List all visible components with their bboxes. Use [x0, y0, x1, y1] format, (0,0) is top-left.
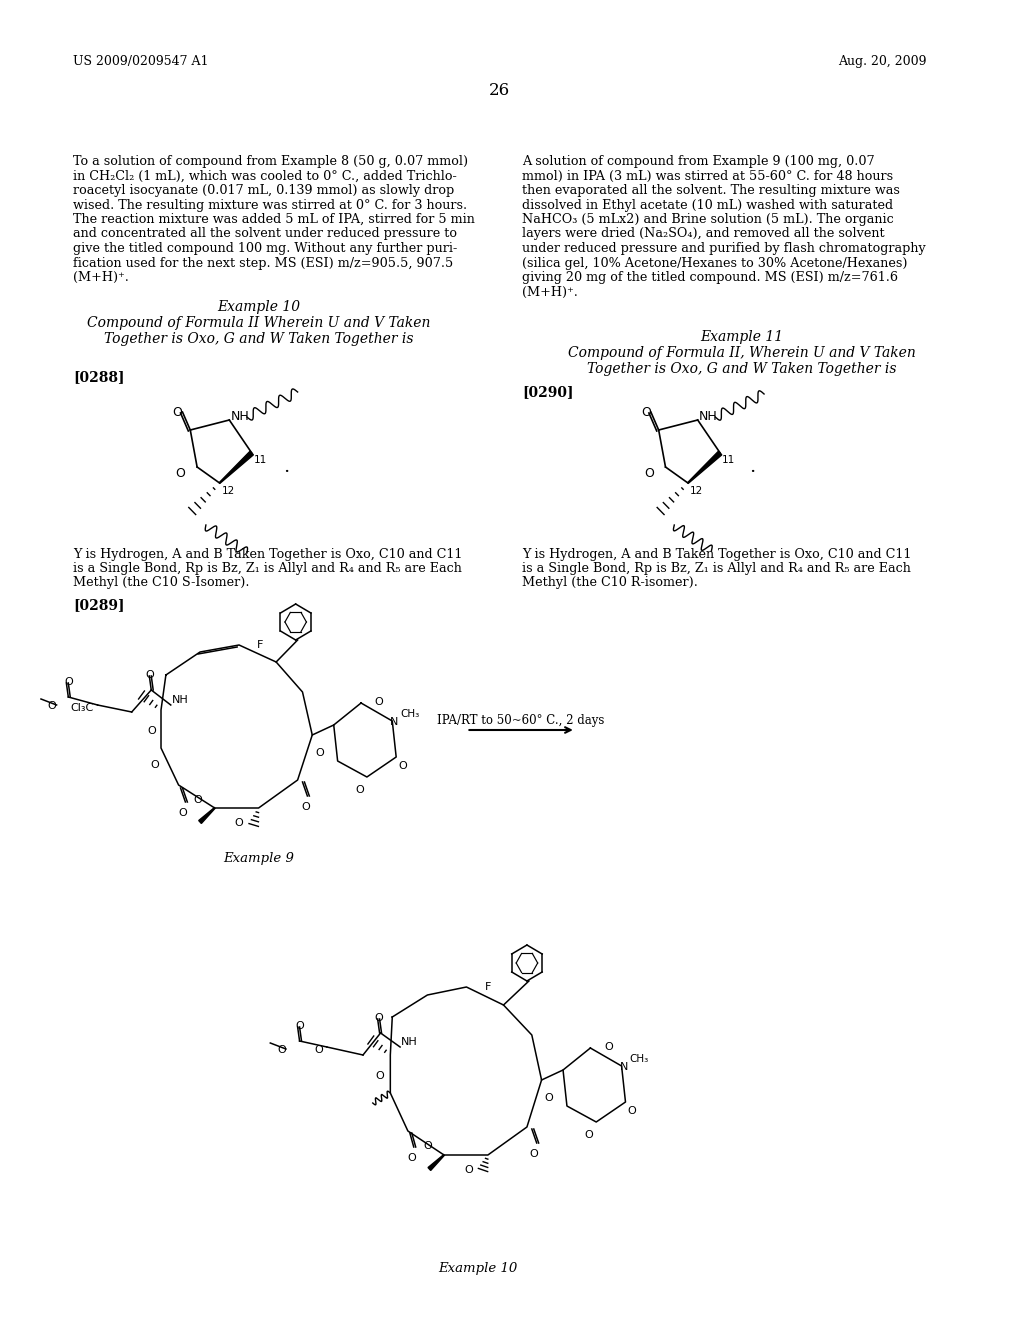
Text: NH: NH — [698, 411, 718, 422]
Text: O: O — [295, 1020, 304, 1031]
Text: 12: 12 — [690, 486, 703, 496]
Text: F: F — [257, 640, 264, 649]
Text: Example 9: Example 9 — [223, 851, 294, 865]
Text: under reduced pressure and purified by flash chromatography: under reduced pressure and purified by f… — [522, 242, 926, 255]
Text: O: O — [529, 1148, 539, 1159]
Text: O: O — [145, 671, 154, 680]
Text: giving 20 mg of the titled compound. MS (ESI) m/z=761.6: giving 20 mg of the titled compound. MS … — [522, 271, 898, 284]
Text: Methyl (the C10 R-isomer).: Methyl (the C10 R-isomer). — [522, 576, 698, 589]
Text: NH: NH — [401, 1038, 418, 1047]
Text: O: O — [641, 407, 651, 418]
Text: Compound of Formula II Wherein U and V Taken: Compound of Formula II Wherein U and V T… — [87, 315, 430, 330]
Text: .: . — [750, 458, 756, 477]
Text: O: O — [173, 407, 182, 418]
Text: (silica gel, 10% Acetone/Hexanes to 30% Acetone/Hexanes): (silica gel, 10% Acetone/Hexanes to 30% … — [522, 256, 907, 269]
Text: NaHCO₃ (5 mLx2) and Brine solution (5 mL). The organic: NaHCO₃ (5 mLx2) and Brine solution (5 mL… — [522, 213, 894, 226]
Text: Y is Hydrogen, A and B Taken Together is Oxo, C10 and C11: Y is Hydrogen, A and B Taken Together is… — [522, 548, 911, 561]
Text: 26: 26 — [489, 82, 510, 99]
Text: 11: 11 — [254, 455, 267, 465]
Text: Example 11: Example 11 — [700, 330, 783, 345]
Text: O: O — [374, 1012, 383, 1023]
Text: O: O — [48, 701, 56, 711]
Text: Methyl (the C10 S-Isomer).: Methyl (the C10 S-Isomer). — [73, 576, 250, 589]
Text: NH: NH — [172, 696, 188, 705]
Text: O: O — [175, 467, 185, 480]
Text: O: O — [194, 795, 203, 805]
Polygon shape — [199, 808, 215, 824]
Text: then evaporated all the solvent. The resulting mixture was: then evaporated all the solvent. The res… — [522, 183, 900, 197]
Text: is a Single Bond, Rp is Bz, Z₁ is Allyl and R₄ and R₅ are Each: is a Single Bond, Rp is Bz, Z₁ is Allyl … — [522, 562, 911, 576]
Text: O: O — [375, 697, 383, 708]
Text: O: O — [604, 1041, 612, 1052]
Text: O: O — [423, 1140, 432, 1151]
Text: Together is Oxo, G and W Taken Together is: Together is Oxo, G and W Taken Together … — [587, 362, 896, 376]
Text: CH₃: CH₃ — [400, 709, 420, 719]
Text: O: O — [355, 785, 364, 795]
Text: IPA/RT to 50~60° C., 2 days: IPA/RT to 50~60° C., 2 days — [437, 714, 605, 727]
Text: O: O — [301, 803, 310, 812]
Text: The reaction mixture was added 5 mL of IPA, stirred for 5 min: The reaction mixture was added 5 mL of I… — [73, 213, 475, 226]
Polygon shape — [428, 1155, 444, 1171]
Text: To a solution of compound from Example 8 (50 g, 0.07 mmol): To a solution of compound from Example 8… — [73, 154, 468, 168]
Text: (M+H)⁺.: (M+H)⁺. — [522, 285, 578, 298]
Text: O: O — [178, 808, 186, 818]
Text: O: O — [151, 760, 159, 770]
Text: 11: 11 — [722, 455, 735, 465]
Text: O: O — [376, 1071, 384, 1081]
Text: (M+H)⁺.: (M+H)⁺. — [73, 271, 129, 284]
Text: layers were dried (Na₂SO₄), and removed all the solvent: layers were dried (Na₂SO₄), and removed … — [522, 227, 885, 240]
Text: [0290]: [0290] — [522, 385, 573, 399]
Polygon shape — [219, 451, 253, 483]
Text: in CH₂Cl₂ (1 mL), which was cooled to 0° C., added Trichlo-: in CH₂Cl₂ (1 mL), which was cooled to 0°… — [73, 169, 457, 182]
Text: [0288]: [0288] — [73, 370, 125, 384]
Polygon shape — [687, 451, 722, 483]
Text: O: O — [278, 1045, 286, 1055]
Text: dissolved in Ethyl acetate (10 mL) washed with saturated: dissolved in Ethyl acetate (10 mL) washe… — [522, 198, 893, 211]
Text: mmol) in IPA (3 mL) was stirred at 55-60° C. for 48 hours: mmol) in IPA (3 mL) was stirred at 55-60… — [522, 169, 893, 182]
Text: A solution of compound from Example 9 (100 mg, 0.07: A solution of compound from Example 9 (1… — [522, 154, 874, 168]
Text: O: O — [545, 1093, 553, 1104]
Text: O: O — [315, 748, 324, 758]
Text: O: O — [408, 1152, 416, 1163]
Text: CH₃: CH₃ — [630, 1053, 648, 1064]
Text: O: O — [147, 726, 156, 737]
Text: O: O — [398, 762, 407, 771]
Text: roacetyl isocyanate (0.017 mL, 0.139 mmol) as slowly drop: roacetyl isocyanate (0.017 mL, 0.139 mmo… — [73, 183, 455, 197]
Text: O: O — [585, 1130, 593, 1140]
Text: Aug. 20, 2009: Aug. 20, 2009 — [839, 55, 927, 69]
Text: N: N — [390, 717, 398, 727]
Text: N: N — [620, 1063, 628, 1072]
Text: O: O — [464, 1166, 473, 1175]
Text: Together is Oxo, G and W Taken Together is: Together is Oxo, G and W Taken Together … — [103, 333, 414, 346]
Text: NH: NH — [230, 411, 249, 422]
Text: Example 10: Example 10 — [438, 1262, 518, 1275]
Text: wised. The resulting mixture was stirred at 0° C. for 3 hours.: wised. The resulting mixture was stirred… — [73, 198, 467, 211]
Text: Cl₃C: Cl₃C — [71, 704, 93, 713]
Text: O: O — [314, 1045, 323, 1055]
Text: US 2009/0209547 A1: US 2009/0209547 A1 — [73, 55, 209, 69]
Text: O: O — [628, 1106, 636, 1115]
Text: Compound of Formula II, Wherein U and V Taken: Compound of Formula II, Wherein U and V … — [567, 346, 915, 360]
Text: give the titled compound 100 mg. Without any further puri-: give the titled compound 100 mg. Without… — [73, 242, 458, 255]
Text: and concentrated all the solvent under reduced pressure to: and concentrated all the solvent under r… — [73, 227, 457, 240]
Text: Y is Hydrogen, A and B Taken Together is Oxo, C10 and C11: Y is Hydrogen, A and B Taken Together is… — [73, 548, 463, 561]
Text: O: O — [644, 467, 653, 480]
Text: O: O — [63, 677, 73, 686]
Text: .: . — [283, 458, 289, 477]
Text: [0289]: [0289] — [73, 598, 125, 612]
Text: Example 10: Example 10 — [217, 300, 300, 314]
Text: is a Single Bond, Rp is Bz, Z₁ is Allyl and R₄ and R₅ are Each: is a Single Bond, Rp is Bz, Z₁ is Allyl … — [73, 562, 462, 576]
Text: O: O — [234, 818, 244, 828]
Text: F: F — [484, 982, 492, 993]
Text: 12: 12 — [221, 486, 234, 496]
Text: fication used for the next step. MS (ESI) m/z=905.5, 907.5: fication used for the next step. MS (ESI… — [73, 256, 454, 269]
